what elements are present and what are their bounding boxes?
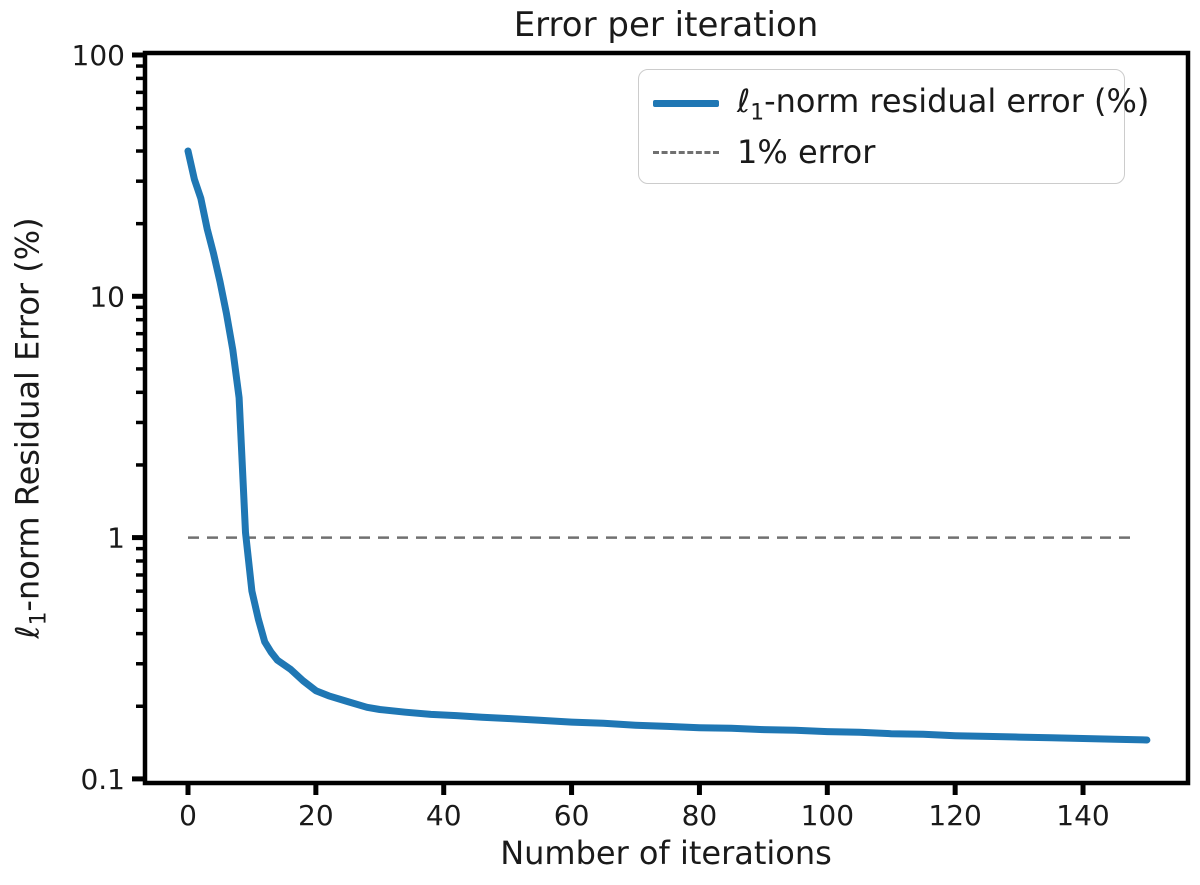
- legend-solid-line-sample: [653, 100, 719, 108]
- x-tick-label: 60: [554, 799, 590, 832]
- residual-error-curve: [184, 147, 1151, 744]
- legend-label-residual-error: ℓ1-norm residual error (%): [737, 82, 1149, 125]
- x-tick-label: 100: [801, 799, 854, 832]
- legend-label-sub: 1: [750, 100, 765, 126]
- axes-frame: [142, 50, 1191, 786]
- y-tick-label: 10: [89, 280, 125, 313]
- x-tick-label: 40: [426, 799, 462, 832]
- x-tick-label: 80: [682, 799, 718, 832]
- x-tick-label: 140: [1056, 799, 1109, 832]
- y-tick-label: 100: [72, 39, 125, 72]
- x-axis-label: Number of iterations: [500, 834, 832, 872]
- legend-entry-residual-error: ℓ1-norm residual error (%): [653, 82, 1149, 125]
- y-axis-label-sub: 1: [26, 611, 52, 626]
- legend-dashed-line-sample: [653, 150, 719, 154]
- legend-entry-one-percent: 1% error: [653, 133, 1110, 171]
- y-axis-label-ell: ℓ: [8, 625, 47, 639]
- legend: ℓ1-norm residual error (%) 1% error: [638, 69, 1149, 184]
- legend-label-rest: -norm residual error (%): [764, 81, 1150, 120]
- y-tick-label: 0.1: [80, 763, 125, 796]
- x-tick-label: 20: [298, 799, 334, 832]
- x-tick-label: 120: [928, 799, 981, 832]
- x-tick-label: 0: [179, 799, 197, 832]
- legend-label-one-percent: 1% error: [737, 133, 876, 172]
- legend-label-ell: ℓ: [737, 81, 751, 120]
- chart-title: Error per iteration: [513, 5, 819, 45]
- y-axis-label: ℓ1-norm Residual Error (%): [8, 217, 51, 638]
- y-tick-label: 1: [107, 522, 125, 555]
- y-axis-label-rest: -norm Residual Error (%): [8, 217, 47, 612]
